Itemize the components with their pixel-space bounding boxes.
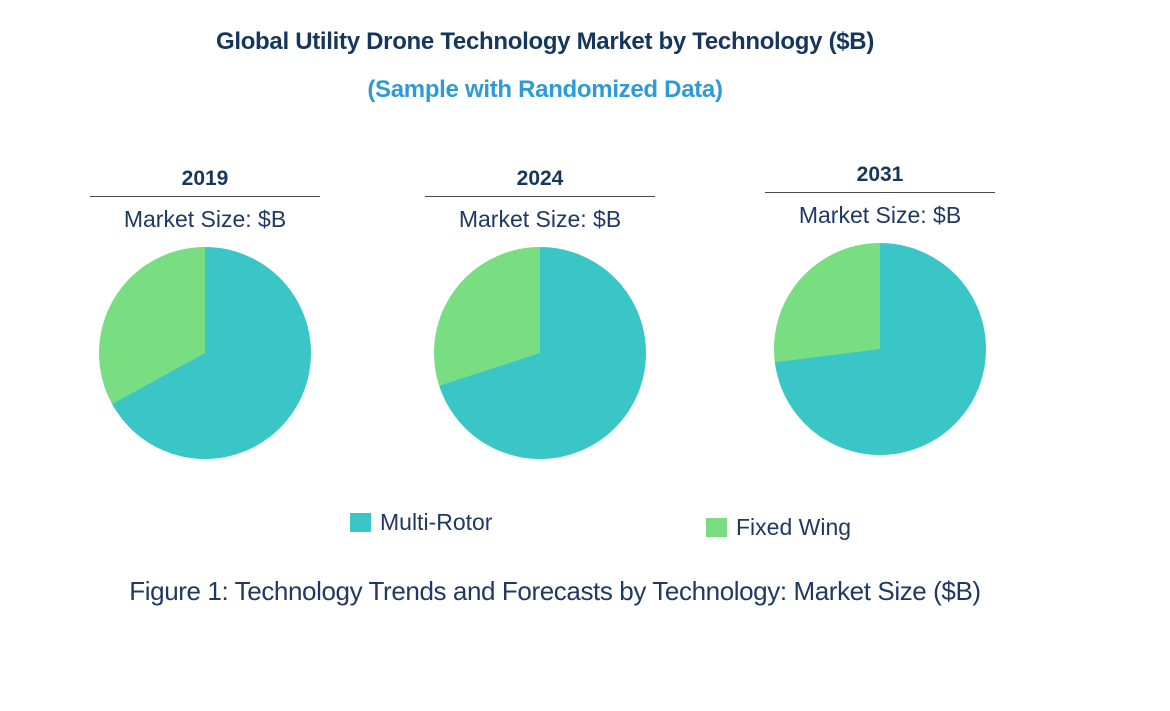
pie-panel-2024: 2024 Market Size: $B: [425, 166, 655, 459]
axis-label: Market Size: $B: [798, 202, 962, 228]
pie-panel-2031: 2031 Market Size: $B: [765, 162, 995, 455]
year-underline: [765, 192, 995, 193]
chart-subtitle: (Sample with Randomized Data): [367, 76, 723, 103]
axis-label: Market Size: $B: [458, 206, 622, 232]
legend-swatch-fixed-wing: [706, 518, 727, 537]
year-label: 2019: [181, 167, 229, 190]
legend-item-fixed-wing: Fixed Wing: [706, 514, 851, 541]
axis-label: Market Size: $B: [123, 206, 287, 232]
legend-item-multi-rotor: Multi-Rotor: [350, 509, 492, 536]
legend-swatch-multi-rotor: [350, 513, 371, 532]
pie-chart-2024: [434, 247, 646, 459]
chart-title: Global Utility Drone Technology Market b…: [215, 28, 875, 55]
year-label: 2031: [856, 163, 904, 186]
legend-label: Fixed Wing: [736, 514, 852, 540]
year-underline: [90, 196, 320, 197]
legend-label: Multi-Rotor: [380, 509, 493, 535]
pie-chart-2031: [774, 243, 986, 455]
year-underline: [425, 196, 655, 197]
pie-panel-2019: 2019 Market Size: $B: [90, 166, 320, 459]
pie-chart-2019: [99, 247, 311, 459]
year-label: 2024: [516, 167, 564, 190]
figure-caption: Figure 1: Technology Trends and Forecast…: [129, 576, 981, 606]
